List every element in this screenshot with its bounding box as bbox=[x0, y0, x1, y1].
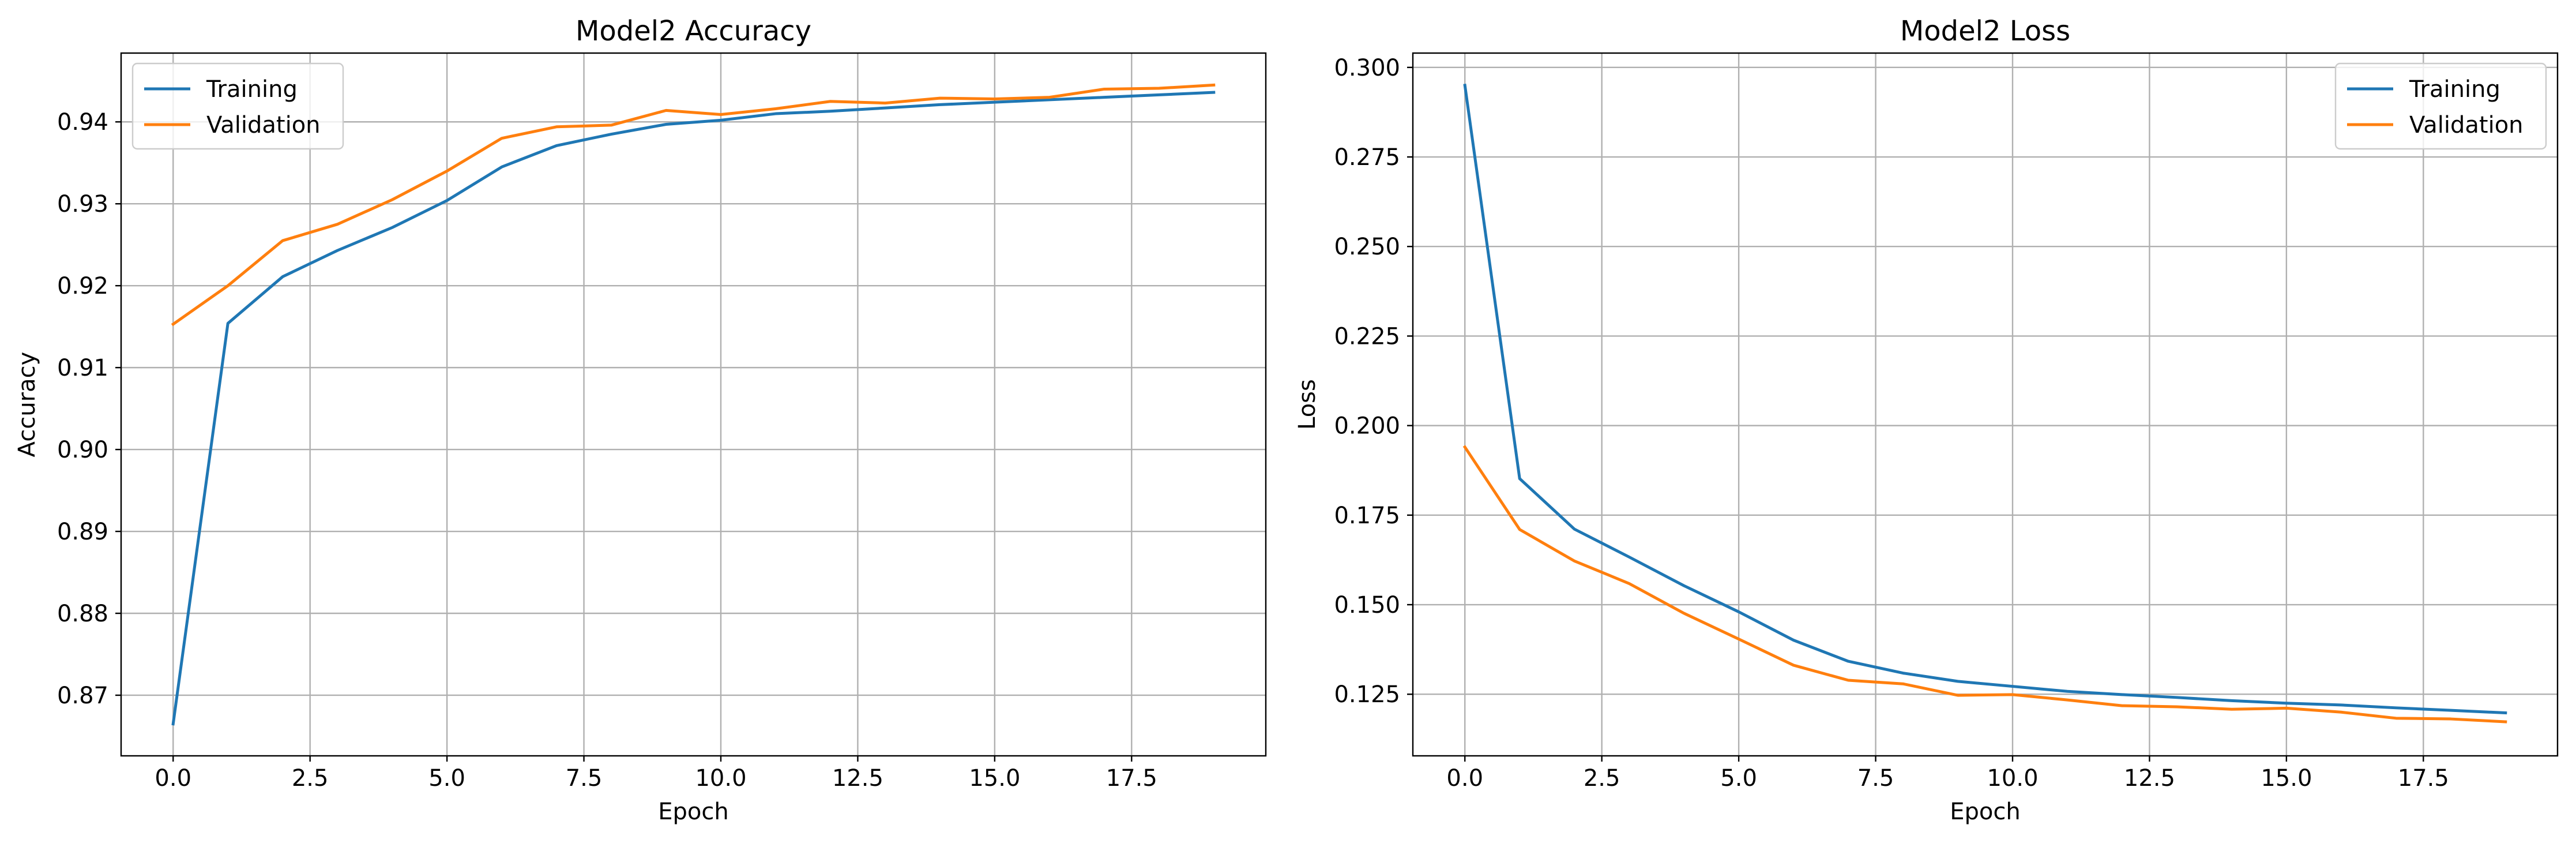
accuracy-legend: Training Validation bbox=[131, 62, 344, 150]
accuracy-xtick-label: 0.0 bbox=[155, 765, 191, 792]
loss-series-training-line bbox=[1463, 84, 2507, 715]
loss-series-validation-line bbox=[1462, 445, 2507, 724]
accuracy-xtick-label: 12.5 bbox=[832, 765, 883, 792]
accuracy-series-training-line bbox=[171, 91, 1216, 726]
loss-xtick-label: 15.0 bbox=[2261, 765, 2312, 792]
loss-ytick-label: 0.175 bbox=[1334, 503, 1400, 529]
accuracy-ytick-label: 0.92 bbox=[57, 273, 108, 299]
loss-ytick-label: 0.150 bbox=[1334, 592, 1400, 619]
accuracy-ytick-label: 0.93 bbox=[57, 191, 108, 218]
loss-xtick-label: 0.0 bbox=[1446, 765, 1483, 792]
loss-ytick-label: 0.250 bbox=[1334, 234, 1400, 260]
accuracy-xtick-label: 17.5 bbox=[1106, 765, 1157, 792]
loss-ytick-label: 0.300 bbox=[1334, 55, 1400, 81]
loss-xtick-label: 10.0 bbox=[1987, 765, 2038, 792]
loss-ytick-label: 0.275 bbox=[1334, 144, 1400, 171]
accuracy-chart-title: Model2 Accuracy bbox=[576, 15, 811, 47]
accuracy-xtick-label: 2.5 bbox=[292, 765, 329, 792]
accuracy-ytick-label: 0.90 bbox=[57, 437, 108, 463]
loss-ytick-label: 0.200 bbox=[1334, 413, 1400, 440]
accuracy-ytick-label: 0.88 bbox=[57, 601, 108, 627]
accuracy-legend-label-training: Training bbox=[206, 76, 298, 103]
accuracy-xtick-label: 5.0 bbox=[428, 765, 465, 792]
loss-axes-frame bbox=[1412, 52, 2559, 757]
accuracy-ytick-label: 0.89 bbox=[57, 519, 108, 545]
loss-xtick-label: 12.5 bbox=[2124, 765, 2175, 792]
accuracy-ytick-label: 0.87 bbox=[57, 683, 108, 709]
loss-legend-box bbox=[2334, 62, 2547, 150]
loss-legend-label-training: Training bbox=[2409, 76, 2500, 103]
loss-legend-label-validation: Validation bbox=[2409, 112, 2524, 138]
accuracy-yaxis-label: Accuracy bbox=[14, 352, 40, 458]
loss-ytick-label: 0.125 bbox=[1334, 681, 1400, 708]
loss-xtick-label: 5.0 bbox=[1720, 765, 1757, 792]
accuracy-xtick-label: 10.0 bbox=[695, 765, 746, 792]
accuracy-axes-frame bbox=[120, 52, 1267, 757]
accuracy-xaxis-label: Epoch bbox=[658, 799, 728, 825]
loss-chart: 0.0 2.5 5.0 7.5 10.0 12.5 15.0 17.5 0.125 0.150 0.… bbox=[1294, 15, 2559, 825]
loss-legend: Training Validation bbox=[2334, 62, 2547, 150]
accuracy-chart: 0.0 2.5 5.0 7.5 10.0 12.5 15.0 17.5 0.87 0.88 0.89… bbox=[14, 15, 1267, 825]
loss-yaxis-label: Loss bbox=[1294, 379, 1321, 430]
accuracy-ytick-label: 0.91 bbox=[57, 355, 108, 381]
loss-xtick-label: 17.5 bbox=[2398, 765, 2449, 792]
loss-xtick-label: 2.5 bbox=[1584, 765, 1620, 792]
accuracy-ytick-label: 0.94 bbox=[57, 109, 108, 136]
accuracy-legend-label-validation: Validation bbox=[206, 112, 321, 138]
accuracy-series-validation-line bbox=[171, 83, 1216, 327]
loss-xaxis-label: Epoch bbox=[1950, 799, 2020, 825]
loss-chart-title: Model2 Loss bbox=[1900, 15, 2070, 47]
accuracy-legend-box bbox=[131, 62, 344, 150]
loss-xtick-label: 7.5 bbox=[1857, 765, 1894, 792]
accuracy-xtick-label: 7.5 bbox=[566, 765, 603, 792]
accuracy-xtick-label: 15.0 bbox=[969, 765, 1020, 792]
loss-ytick-label: 0.225 bbox=[1334, 323, 1400, 350]
